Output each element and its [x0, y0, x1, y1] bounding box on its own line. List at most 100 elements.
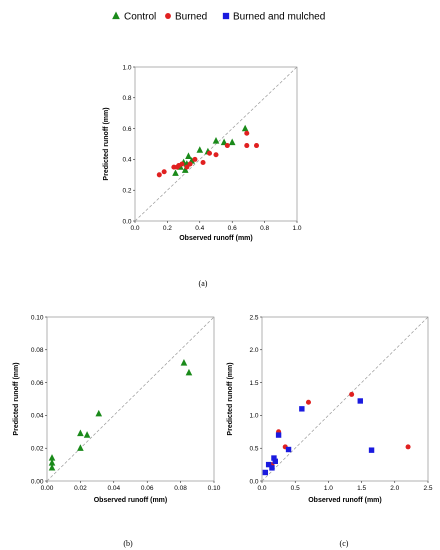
data-point-square: [269, 465, 275, 471]
y-tick-label: 0.10: [31, 314, 44, 321]
y-tick-label: 2.5: [249, 314, 258, 321]
x-tick-label: 0.04: [107, 485, 120, 492]
x-tick-label: 1.5: [357, 485, 366, 492]
data-point-circle: [224, 143, 230, 149]
y-tick-label: 0.6: [122, 126, 131, 133]
y-tick-label: 2.0: [249, 347, 258, 354]
data-point-circle: [156, 172, 162, 178]
legend-label: Control: [124, 12, 156, 23]
y-tick-label: 0.06: [31, 380, 44, 387]
x-tick-label: 0.8: [260, 225, 269, 232]
y-tick-label: 1.0: [122, 64, 131, 71]
data-point-triangle: [181, 166, 189, 173]
data-point-circle: [244, 143, 250, 149]
data-point-circle: [253, 143, 260, 149]
data-point-circle: [305, 399, 312, 405]
data-point-triangle: [83, 431, 91, 438]
data-point-circle: [405, 444, 411, 450]
data-point-triangle: [48, 454, 56, 461]
x-tick-label: 0.6: [228, 225, 237, 232]
data-point-square: [299, 406, 305, 412]
y-tick-label: 0.5: [249, 446, 258, 453]
data-point-square: [368, 447, 375, 453]
data-point-square: [275, 432, 282, 438]
data-point-triangle: [77, 429, 84, 437]
y-tick-label: 0.8: [122, 95, 131, 102]
y-axis-label: Predicted runoff (mm): [227, 362, 234, 435]
data-point-circle: [244, 130, 250, 136]
y-tick-label: 0.0: [122, 218, 131, 225]
data-point-triangle: [185, 368, 193, 376]
x-tick-label: 2.5: [423, 485, 432, 492]
data-point-circle: [200, 159, 206, 165]
data-point-triangle: [95, 409, 103, 417]
x-tick-label: 0.02: [74, 485, 87, 492]
data-point-square: [272, 458, 278, 465]
x-tick-label: 0.06: [141, 485, 154, 492]
x-tick-label: 0.4: [195, 225, 204, 232]
x-axis-label: Observed runoff (mm): [179, 235, 253, 242]
panel-c: 0.0 0.5 1.0 1.5 2.0 2.5 0.0 0.5 1.0 1.5 2.0 2.5 Obse…: [227, 314, 433, 548]
x-tick-label: 0.10: [208, 485, 221, 492]
data-point-circle: [213, 152, 219, 158]
data-point-triangle: [241, 124, 249, 132]
x-tick-label: 1.0: [324, 485, 333, 492]
data-point-square: [285, 446, 292, 453]
data-point-triangle: [196, 146, 204, 153]
y-tick-label: 0.08: [31, 347, 44, 354]
data-point-circle: [161, 169, 167, 175]
y-tick-label: 0.04: [31, 413, 44, 420]
data-point-triangle: [172, 169, 179, 176]
data-point-triangle: [48, 463, 56, 471]
y-tick-label: 0.00: [31, 478, 44, 485]
data-point-circle: [187, 161, 193, 167]
identity-line: [261, 316, 429, 482]
data-point-square: [357, 398, 363, 404]
y-tick-label: 0.0: [249, 478, 258, 485]
data-point-circle: [179, 161, 185, 167]
data-point-triangle: [180, 359, 188, 366]
x-axis-label: Observed runoff (mm): [308, 497, 382, 504]
x-tick-label: 0.08: [174, 485, 187, 492]
x-tick-label: 0.0: [257, 485, 266, 492]
data-point-circle: [192, 156, 198, 162]
x-tick-label: 1.0: [292, 225, 301, 232]
y-tick-label: 0.2: [122, 188, 131, 195]
data-point-square: [271, 455, 277, 461]
legend: Control Burned Burned and mulched: [112, 11, 325, 23]
panel-label: (a): [199, 279, 208, 288]
x-tick-label: 0.0: [130, 225, 139, 232]
y-tick-label: 0.4: [122, 157, 131, 164]
y-axis-label: Predicted runoff (mm): [13, 362, 20, 435]
panel-label: (c): [340, 539, 349, 548]
data-point-triangle: [185, 152, 192, 159]
panel-a: 0.0 0.2 0.4 0.6 0.8 1.0 0.0 0.2 0.4 0.6 0.8 1.0 Obse…: [103, 64, 302, 288]
data-point-triangle: [220, 138, 228, 146]
x-tick-label: 0.2: [163, 225, 172, 232]
legend-label: Burned: [175, 12, 207, 23]
data-point-circle: [184, 164, 190, 170]
identity-line: [134, 66, 298, 222]
x-tick-label: 0.00: [41, 485, 54, 492]
data-point-square: [265, 461, 272, 468]
data-point-triangle: [212, 137, 220, 144]
legend-marker-triangle: [112, 11, 120, 20]
x-axis-label: Observed runoff (mm): [94, 497, 168, 504]
y-tick-label: 1.5: [249, 380, 258, 387]
x-tick-label: 2.0: [390, 485, 399, 492]
y-axis-label: Predicted runoff (mm): [103, 107, 110, 180]
data-point-square: [262, 469, 269, 476]
identity-line: [46, 316, 215, 482]
data-point-circle: [207, 150, 213, 156]
y-tick-label: 0.02: [31, 446, 44, 453]
panel-b: 0.00 0.02 0.04 0.06 0.08 0.10 0.00 0.02 0.04 0.06…: [13, 314, 221, 548]
y-tick-label: 1.0: [249, 413, 258, 420]
data-point-triangle: [228, 138, 236, 146]
legend-marker-circle: [165, 13, 171, 19]
data-point-triangle: [77, 444, 84, 451]
legend-marker-square: [222, 12, 230, 20]
data-point-circle: [349, 391, 355, 397]
x-tick-label: 0.5: [291, 485, 300, 492]
panel-label: (b): [123, 539, 133, 548]
